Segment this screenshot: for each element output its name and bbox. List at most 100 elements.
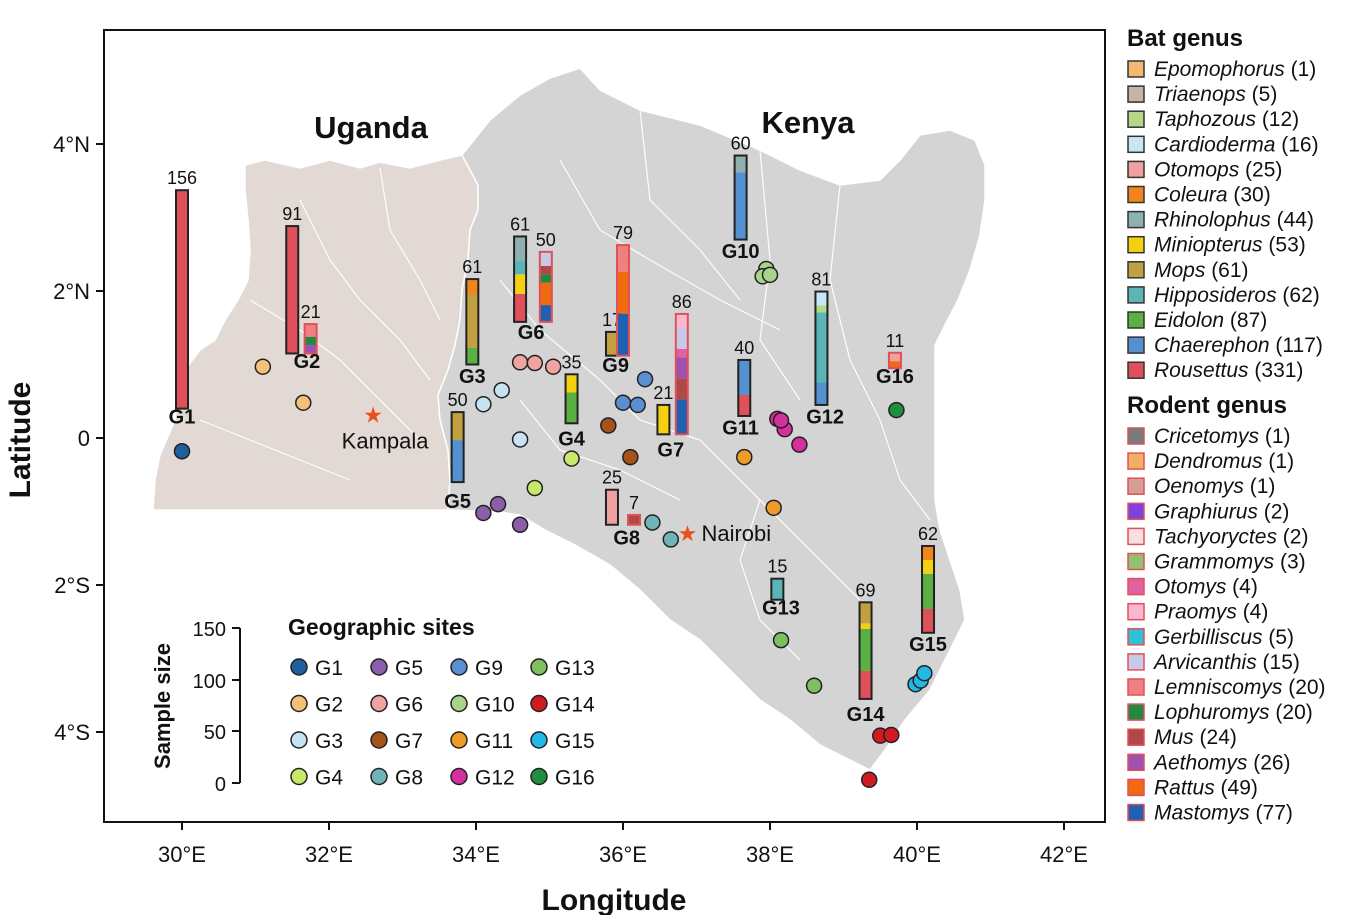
legend-swatch xyxy=(1127,85,1145,103)
bar-segment xyxy=(734,155,747,173)
scale-tick-label: 0 xyxy=(215,774,226,796)
legend-swatch xyxy=(1127,160,1145,179)
site-point-g9 xyxy=(614,394,632,411)
site-point-g14 xyxy=(883,726,900,744)
city-label-kampala: Kampala xyxy=(342,428,430,453)
site-point-g5 xyxy=(489,495,507,513)
bar-outline xyxy=(737,358,752,417)
bar-segment xyxy=(514,236,527,261)
site-point-g11 xyxy=(736,448,753,466)
bar-segment xyxy=(859,628,872,671)
bar-segment xyxy=(451,440,464,483)
scale-tick-label: 100 xyxy=(193,671,226,693)
legend-label: G13 xyxy=(555,657,595,680)
site-point-g16 xyxy=(888,401,905,419)
site-label-g13: G13 xyxy=(762,597,800,619)
site-point-g7 xyxy=(600,417,617,434)
bar-segment xyxy=(605,489,618,525)
site-point-g5 xyxy=(511,516,529,533)
legend-swatch xyxy=(1127,261,1145,279)
bar-outline xyxy=(674,312,689,436)
legend-label: G10 xyxy=(475,694,515,717)
legend-label: Eidolon (87) xyxy=(1154,309,1267,332)
site-point-g12 xyxy=(791,436,808,453)
sample-bar: 79 xyxy=(613,223,633,357)
site-label-g4: G4 xyxy=(558,428,586,450)
x-tick-label: 42°E xyxy=(1040,842,1088,867)
legend-label: G16 xyxy=(555,767,595,790)
legend-swatch xyxy=(530,767,548,786)
sample-size-scale: 150 100 50 0 Sample size xyxy=(150,619,241,796)
bar-outline xyxy=(604,488,619,526)
genus-legend-item: Otomops (25) xyxy=(1127,158,1282,181)
genus-legend-item: Cricetomys (1) xyxy=(1127,425,1291,448)
legend-swatch xyxy=(290,694,308,713)
bar-outline xyxy=(564,373,579,425)
legend-swatch xyxy=(1127,311,1145,329)
bar-segment xyxy=(628,514,641,525)
site-point-g4 xyxy=(526,479,544,497)
x-axis-title: Longitude xyxy=(542,884,687,915)
bar-segment xyxy=(888,361,901,369)
site-point-g12 xyxy=(772,412,790,429)
bar-segment xyxy=(675,399,688,435)
site-label-g16: G16 xyxy=(876,366,914,388)
genus-legend-item: Graphiurus (2) xyxy=(1127,500,1289,523)
legend-label: G2 xyxy=(315,694,343,717)
genus-legend-item: Chaerephon (117) xyxy=(1127,334,1323,357)
site-point-g6 xyxy=(511,354,529,371)
genus-legend-item: Lemniscomys (20) xyxy=(1127,676,1326,699)
legend-swatch xyxy=(1127,628,1145,646)
x-axis: 30°E 32°E 34°E 36°E 38°E 40°E 42°E Longi… xyxy=(158,822,1088,915)
sites-legend-item: G1 xyxy=(290,657,343,680)
legend-swatch xyxy=(1127,527,1145,546)
bar-segment xyxy=(675,378,688,400)
bar-segment xyxy=(514,274,527,294)
site-point-g2 xyxy=(295,394,312,411)
legend-label: G15 xyxy=(555,730,595,753)
legend-swatch xyxy=(1127,286,1145,304)
bar-segment xyxy=(738,359,751,395)
bar-segment xyxy=(617,245,629,272)
sample-bar: 62 xyxy=(918,524,938,634)
legend-swatch xyxy=(1127,552,1145,571)
bar-segment xyxy=(815,312,828,383)
bar-segment xyxy=(859,623,872,629)
legend-label: Dendromus (1) xyxy=(1154,450,1294,473)
bar-segment xyxy=(815,291,828,306)
genus-legend-item: Rousettus (331) xyxy=(1127,359,1303,382)
city-nairobi: ★ Nairobi xyxy=(678,521,772,546)
sites-legend-item: G2 xyxy=(290,694,343,717)
y-tick-label: 2°N xyxy=(53,279,90,304)
site-point-g9 xyxy=(629,396,646,414)
country-label-kenya: Kenya xyxy=(761,105,855,140)
sample-bar: 50 xyxy=(536,230,556,323)
kenya-shape xyxy=(437,67,986,771)
site-label-g11: G11 xyxy=(722,417,759,439)
sample-bar: 61 xyxy=(510,214,530,323)
bar-segment xyxy=(859,670,872,699)
bar-outline xyxy=(814,290,829,406)
legend-swatch xyxy=(1127,477,1145,495)
genus-legend-item: Cardioderma (16) xyxy=(1127,133,1319,156)
bar-outline xyxy=(285,225,300,355)
legend-label: Mastomys (77) xyxy=(1154,802,1293,825)
legend-label: Taphozous (12) xyxy=(1154,108,1299,131)
bar-count-label: 50 xyxy=(448,390,468,410)
site-point-g3 xyxy=(493,381,510,399)
bar-segment xyxy=(675,327,688,349)
legend-label: G7 xyxy=(395,730,423,753)
legend-label: Coleura (30) xyxy=(1154,184,1271,207)
bar-segment xyxy=(466,279,479,295)
site-label-g15: G15 xyxy=(909,634,947,656)
x-tick-label: 30°E xyxy=(158,842,206,867)
legend-label: G8 xyxy=(395,767,423,790)
sample-bar: 50 xyxy=(448,390,468,484)
legend-label: Aethomys (26) xyxy=(1152,751,1291,774)
site-point-g5 xyxy=(475,504,492,522)
rodent-legend-title: Rodent genus xyxy=(1127,392,1287,419)
x-tick-label: 36°E xyxy=(599,842,647,867)
legend-swatch xyxy=(450,731,468,749)
bar-outline xyxy=(770,577,785,601)
sample-bars: 1569121615061503517792186257604081111569… xyxy=(167,134,938,700)
